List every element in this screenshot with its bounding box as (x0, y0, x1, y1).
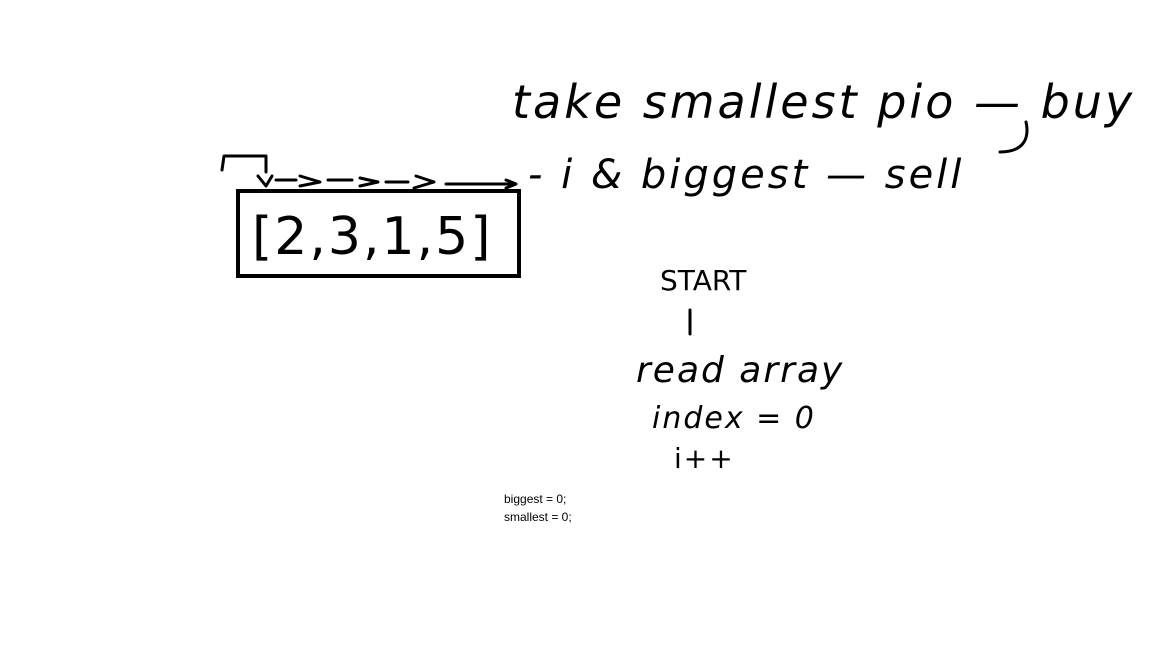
annotation-sell-line: - i & biggest — sell (528, 152, 964, 198)
iteration-arrow-dashes (256, 174, 518, 190)
array-box (236, 189, 521, 278)
flow-increment: i++ (674, 442, 735, 475)
flow-read-array: read array (636, 350, 844, 391)
buy-hook-stroke (998, 120, 1029, 154)
variables-note: biggest = 0; smallest = 0; (504, 490, 572, 526)
smallest-init: smallest = 0; (504, 510, 572, 524)
flow-index-init: index = 0 (652, 401, 816, 436)
iteration-arrow (220, 154, 268, 174)
array-values: [2,3,1,5] (252, 207, 493, 267)
annotation-buy-line: take smallest pio — buy (512, 75, 1135, 129)
flow-start: START (660, 264, 747, 297)
biggest-init: biggest = 0; (504, 492, 567, 506)
